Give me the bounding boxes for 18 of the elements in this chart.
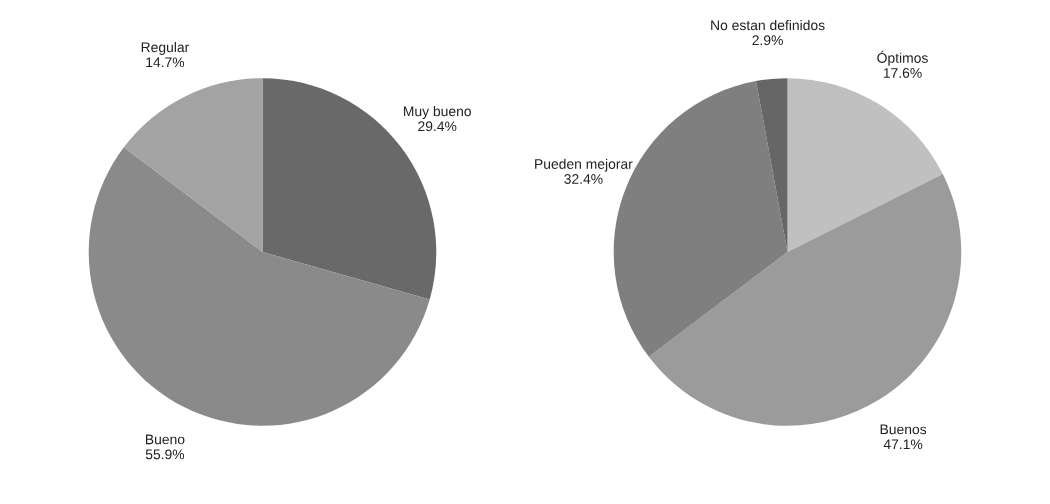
pie-slice [88,147,430,426]
slice-label: Bueno [145,434,185,445]
pie-slice [123,78,263,252]
slice-label: No estan definidos [711,19,825,31]
data-label: 2.9% [752,35,783,46]
pie-slice [787,78,943,252]
data-label: 55.9% [145,449,185,460]
slice-label: Buenos [880,424,927,435]
data-label: 29.4% [418,121,457,132]
data-label: 32.4% [564,174,603,184]
data-label: 17.6% [883,68,922,78]
slice-label: Muy bueno [403,106,471,119]
slice-label: Regular [141,42,190,55]
pie-slice [648,174,962,426]
slice-label: Pueden mejorar [535,158,633,172]
data-label: 14.7% [146,57,185,68]
slice-label: Óptimos [877,50,928,66]
data-label: 47.1% [883,439,923,450]
